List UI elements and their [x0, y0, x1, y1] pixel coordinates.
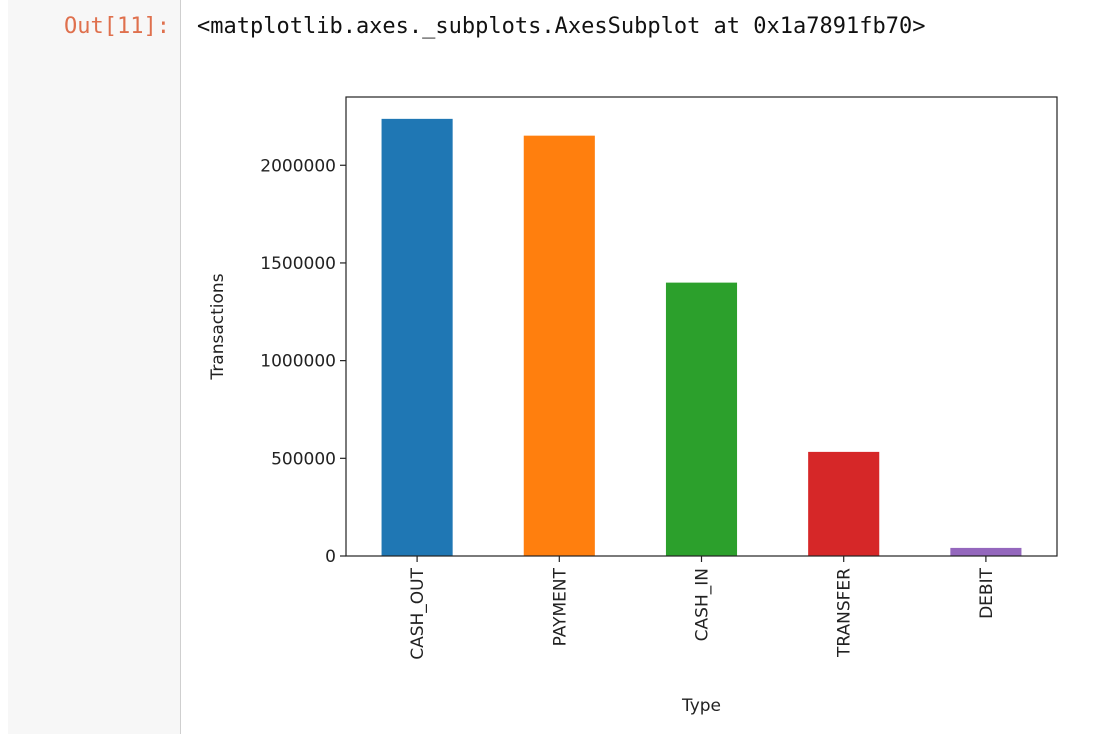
cell-divider: [180, 0, 181, 734]
x-tick-label: TRANSFER: [835, 568, 855, 658]
x-axis-label: Type: [681, 696, 721, 716]
x-tick-label: DEBIT: [977, 567, 997, 619]
y-tick-label: 500000: [271, 449, 336, 469]
bar-cash-in: [665, 282, 738, 556]
output-prompt: Out[11]:: [64, 14, 170, 39]
bar-transfer: [808, 451, 880, 556]
y-tick-label: 0: [325, 547, 336, 567]
output-repr-text: <matplotlib.axes._subplots.AxesSubplot a…: [197, 14, 926, 39]
output-cell: Out[11]: <matplotlib.axes._subplots.Axes…: [8, 0, 1094, 734]
x-tick-label: CASH_IN: [693, 568, 713, 641]
bar-debit: [950, 547, 1022, 556]
bar-payment: [523, 135, 595, 556]
prompt-gutter: Out[11]:: [8, 0, 180, 734]
y-tick-label: 1500000: [260, 254, 336, 274]
y-tick-label: 2000000: [260, 156, 336, 176]
bar-cash-out: [381, 118, 453, 556]
x-tick-label: PAYMENT: [550, 567, 570, 646]
y-axis-label: Transactions: [208, 273, 228, 380]
y-tick-label: 1000000: [260, 352, 336, 372]
x-tick-label: CASH_OUT: [408, 567, 428, 659]
